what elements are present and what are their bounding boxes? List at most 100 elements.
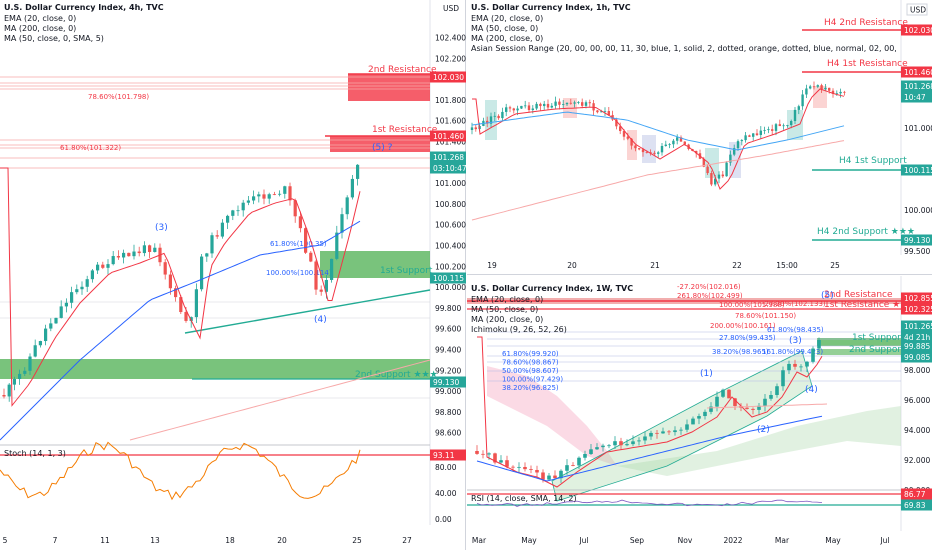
resistance-zone-2: [348, 74, 430, 101]
h4-candle: [28, 356, 32, 371]
h4-candle: [220, 222, 224, 237]
w1-candle: [601, 445, 605, 448]
h1-candle: [782, 125, 785, 127]
countdown-tag-text: 03:10:47: [433, 164, 466, 173]
h1-candle: [607, 111, 610, 116]
price-tag-r1-text: 101.460: [433, 132, 464, 141]
h1-candle: [706, 166, 709, 174]
h1-candle: [603, 111, 607, 112]
w1-candle: [817, 340, 821, 349]
h4-candle: [142, 245, 146, 254]
legend-ema: EMA (20, close, 0): [471, 295, 544, 304]
h4-candle: [137, 251, 141, 254]
s2-label: 2nd Support ★★★: [355, 370, 438, 380]
stoch-line: [0, 441, 361, 501]
h4-candle: [18, 373, 22, 380]
h1-candle: [520, 105, 523, 109]
price-tag-s2-text: 99.085: [904, 353, 930, 362]
x-tick-label: 25: [830, 261, 840, 270]
fib-label: 61.80%(100.35): [270, 240, 327, 248]
support-trendline: [184, 289, 431, 334]
legend-ichimoku: Ichimoku (9, 26, 52, 26): [471, 325, 567, 334]
h1-candle: [752, 133, 755, 137]
h4-candle: [200, 256, 204, 290]
x-tick-label: May: [521, 536, 537, 545]
price-tag-r2: [901, 292, 932, 304]
h4-candle: [64, 302, 68, 307]
s1-label: 1st Support: [852, 333, 905, 343]
x-tick-label: 18: [225, 536, 235, 545]
h1-candle: [702, 158, 705, 167]
legend-asian-session: Asian Session Range (20, 00, 00, 00, 11,…: [471, 44, 896, 53]
h1-candle: [550, 105, 553, 108]
h4-candle: [127, 252, 131, 257]
h1-candle: [660, 145, 664, 153]
x-tick-label: 21: [650, 261, 660, 270]
price-tag-s2-text: 99.130: [904, 236, 930, 245]
price-tag-s2-text: 99.130: [433, 378, 459, 387]
w1-candle: [715, 396, 719, 407]
chart-4h-canvas[interactable]: USD102.400102.200102.000101.800101.60010…: [0, 0, 466, 550]
h1-candle: [733, 148, 736, 155]
y-tick-label: 98.000: [904, 366, 930, 375]
h4-candle: [272, 194, 276, 196]
price-tag-s1: [901, 164, 932, 176]
price-tag-last: [901, 80, 932, 92]
h1-candle: [543, 103, 546, 107]
h1-candle: [778, 124, 781, 127]
w1-candle: [619, 441, 623, 446]
rsi-tag-upper: [901, 488, 932, 500]
h4-candle: [189, 317, 193, 321]
h4-candle: [324, 279, 328, 292]
h4-candle: [246, 200, 250, 203]
chart-1h-canvas[interactable]: USD101.500101.000100.500100.00099.500H4 …: [467, 0, 932, 275]
fib-label: 100.00%(100.114): [266, 269, 332, 277]
h1-candle: [668, 144, 671, 146]
x-tick-label: 27: [402, 536, 412, 545]
fib-label: 100.00%(101.988): [719, 301, 785, 309]
h4-candle: [59, 306, 63, 318]
h4-candle: [319, 289, 323, 292]
h1-candle: [679, 137, 683, 142]
h1-candle: [649, 152, 652, 154]
w1-candle: [589, 449, 593, 455]
fib-label: 38.20%(98.965): [712, 348, 769, 356]
w1-candle: [697, 416, 701, 419]
h1-candle: [516, 108, 519, 111]
h4-candle: [111, 256, 115, 265]
w1-candle: [547, 475, 551, 480]
chart-1h-panel[interactable]: USD101.500101.000100.500100.00099.500H4 …: [467, 0, 932, 275]
h1-candle: [512, 108, 515, 111]
h1-candle: [569, 102, 572, 104]
h1-candle: [774, 124, 778, 131]
h4-candle: [44, 328, 48, 342]
h4-candle: [304, 228, 308, 253]
r1-label: 1st Resistance: [372, 125, 438, 135]
chart-1w-title: U.S. Dollar Currency Index, 1W, TVC: [471, 284, 634, 293]
fib-label: 61.80%(98.435): [767, 326, 824, 334]
countdown-tag: [901, 331, 932, 343]
y-tick-label: 101.400: [435, 138, 466, 147]
price-tag-last: [430, 151, 466, 163]
h1-candle: [835, 93, 838, 95]
fib-label: 38.20%(96.825): [502, 384, 559, 392]
w1-candle: [727, 389, 731, 399]
chart-4h-panel[interactable]: USD102.400102.200102.000101.800101.60010…: [0, 0, 466, 550]
h4-candle: [205, 253, 209, 257]
h1-candle: [676, 137, 679, 141]
h1-candle: [725, 162, 728, 177]
w1-candle: [565, 465, 569, 471]
w1-candle: [583, 454, 587, 458]
x-tick-label: Nov: [678, 536, 693, 545]
h4-candle: [132, 251, 136, 257]
h1-candle: [596, 110, 599, 113]
price-tag-s1: [430, 272, 466, 284]
r1-label: 1st Resistance ★★: [824, 300, 908, 310]
w1-candle: [541, 472, 545, 480]
price-tag-last-text: 101.265: [904, 322, 932, 331]
h1-candle: [630, 138, 633, 146]
h1-candle: [683, 141, 686, 145]
h4-r2-label: H4 2nd Resistance: [824, 18, 908, 28]
